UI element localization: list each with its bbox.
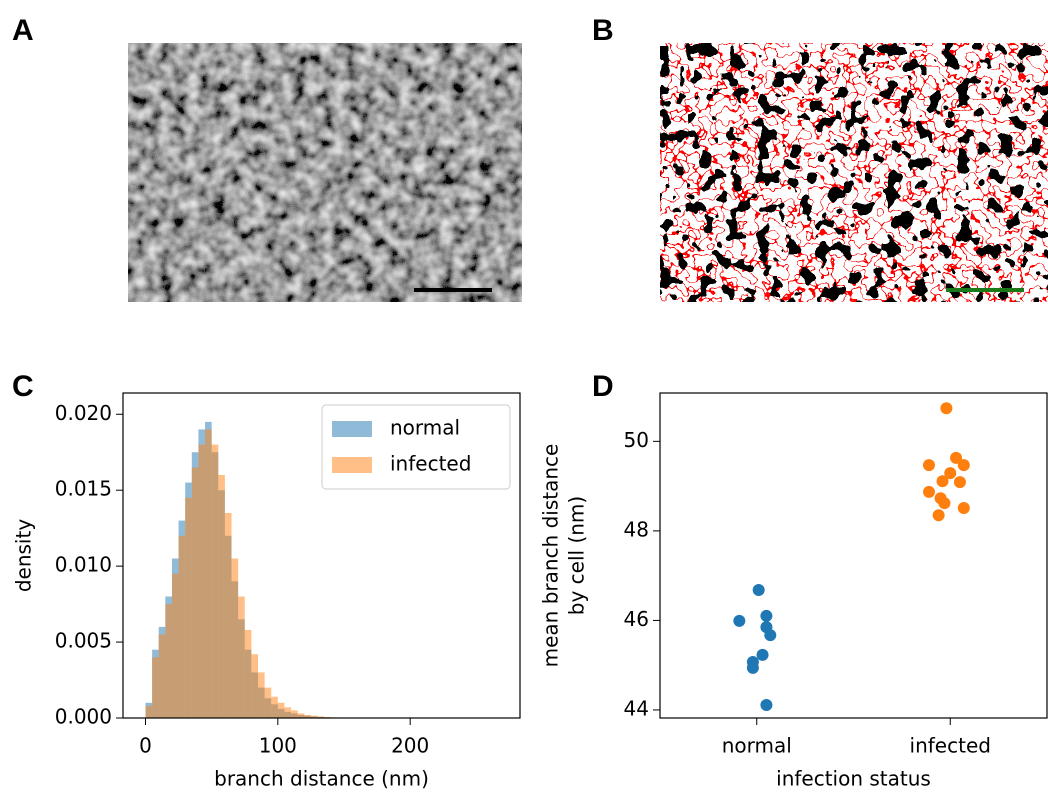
y-tick-label: 0.005 (55, 629, 112, 653)
hist-bar (271, 696, 278, 718)
y-tick-label: 0.000 (55, 705, 112, 729)
point (938, 497, 951, 510)
axes-frame (122, 392, 521, 719)
hist-bar (304, 714, 311, 718)
hist-bar (205, 429, 212, 718)
hist-bar (218, 475, 225, 718)
point (953, 476, 966, 489)
legend-swatch (332, 457, 372, 473)
point (922, 459, 935, 472)
hist-bar (231, 558, 239, 718)
hist-bar (238, 596, 245, 718)
y-tick-label: 46 (624, 607, 649, 631)
point (752, 583, 765, 596)
panel-label: B (592, 14, 614, 47)
hist-bar (251, 654, 258, 718)
x-axis-label: branch distance (nm) (214, 767, 429, 791)
hist-bar (264, 687, 272, 718)
point (733, 614, 746, 627)
panel-label: C (12, 370, 34, 403)
x-tick-label: 0 (139, 734, 152, 758)
x-axis-label: infection status (776, 767, 931, 791)
panel-label: A (12, 14, 34, 47)
point (957, 459, 970, 472)
point (760, 609, 773, 622)
point (932, 509, 945, 522)
hist-bar (145, 705, 153, 718)
axes-frame (659, 392, 1048, 719)
y-tick-label: 0.010 (55, 553, 112, 577)
micrograph (128, 43, 522, 302)
hist-bar (178, 535, 186, 718)
hist-bar (185, 497, 192, 718)
hist-bar (165, 604, 172, 718)
point (760, 699, 773, 712)
y-tick-label: 0.020 (55, 401, 112, 425)
hist-bar (284, 707, 292, 718)
y-tick-label: 44 (624, 696, 649, 720)
hist-bar (317, 716, 325, 718)
point (950, 451, 963, 464)
x-tick-label: normal (722, 734, 792, 758)
hist-bar (291, 710, 298, 718)
x-tick-label: 100 (259, 734, 297, 758)
hist-bar (257, 672, 265, 718)
point (756, 648, 769, 661)
legend-label: infected (390, 452, 471, 476)
y-tick-label: 0.015 (55, 477, 112, 501)
hist-bar (158, 634, 166, 718)
scale-bar (946, 288, 1024, 292)
scale-bar (414, 288, 492, 292)
y-tick-label: 50 (624, 428, 649, 452)
hist-bar (277, 702, 285, 718)
x-tick-label: 200 (391, 734, 429, 758)
point (922, 485, 935, 498)
hist-bar (297, 713, 305, 718)
segmentation (660, 43, 1048, 302)
y-axis-label: density (12, 519, 36, 592)
hist-bar (152, 657, 159, 718)
point (764, 629, 777, 642)
x-tick-label: infected (910, 734, 991, 758)
legend-label: normal (390, 416, 460, 440)
hist-bar (211, 444, 219, 718)
point (746, 661, 759, 674)
y-axis-label: mean branch distance (539, 444, 563, 668)
hist-bar (191, 467, 199, 718)
point (944, 467, 957, 480)
point (940, 402, 953, 415)
y-tick-label: 48 (624, 517, 649, 541)
hist-bar (244, 629, 252, 718)
y-axis-label: by cell (nm) (565, 496, 589, 615)
point (936, 475, 949, 488)
hist-bar (310, 715, 318, 718)
legend-swatch (332, 421, 372, 437)
panel-label: D (592, 370, 614, 403)
point (957, 502, 970, 515)
hist-bar (224, 512, 232, 718)
hist-bar (171, 573, 179, 718)
hist-bar (198, 444, 206, 718)
